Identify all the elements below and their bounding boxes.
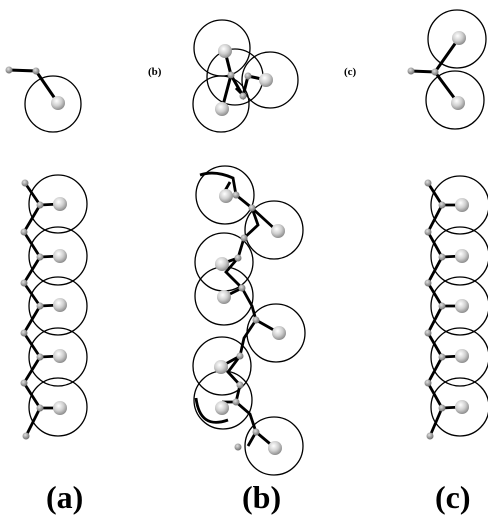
top-b-atom — [244, 72, 252, 80]
top-c-ring — [425, 70, 485, 130]
top-c-label: (c) — [344, 66, 357, 78]
top-c-atom — [407, 67, 415, 75]
chain-a-beads — [53, 197, 67, 415]
chain-b-backbone — [199, 171, 260, 447]
top-b-bead — [215, 102, 229, 116]
panel-c-label: (c) — [435, 479, 471, 515]
panel-b-label: (b) — [242, 479, 282, 515]
top-b-ring — [192, 75, 250, 133]
top-b-ring — [241, 51, 299, 109]
chain-c-backbone — [426, 182, 444, 437]
chain-c-ring — [430, 226, 488, 286]
chain-b — [192, 165, 306, 476]
chain-a — [20, 174, 88, 440]
chain-c-atoms — [424, 179, 446, 440]
chain-a-ring — [28, 377, 88, 437]
chain-c-ring — [430, 327, 488, 387]
chain-c-ring — [430, 377, 488, 437]
chain-c-beads — [455, 198, 469, 414]
chain-b-ring — [195, 165, 255, 225]
chain-a-ring — [28, 226, 88, 286]
top-a-atom — [32, 67, 40, 75]
chain-a-backbone — [22, 182, 42, 437]
top-b-label: (b) — [148, 66, 162, 78]
top-b-cluster — [192, 19, 299, 133]
top-a-bead — [51, 96, 65, 110]
chain-c-sidebonds — [441, 203, 463, 410]
chain-c-ring — [430, 276, 488, 336]
top-c-ring — [427, 9, 487, 69]
chain-b-backbone-2 — [194, 181, 280, 450]
top-b-atom — [227, 71, 235, 79]
top-a-monomer — [5, 66, 82, 133]
chain-a-ring — [28, 327, 88, 387]
top-c-bead — [452, 31, 466, 45]
chain-b-beads — [214, 189, 286, 455]
chain-a-atoms — [20, 179, 44, 440]
top-b-bead — [259, 73, 273, 87]
top-a-atom — [5, 66, 13, 74]
panel-a-label: (a) — [46, 479, 84, 515]
top-b-bead — [218, 44, 232, 58]
top-a-bond — [8, 68, 60, 104]
chain-a-sidebonds — [39, 202, 61, 410]
chain-b-ring — [192, 336, 252, 396]
top-c-bead — [451, 96, 465, 110]
chain-c-ring — [430, 175, 488, 235]
chain-a-ring — [28, 174, 88, 234]
chain-b-atoms — [232, 191, 260, 451]
top-b-atom — [239, 92, 247, 100]
top-a-ring — [24, 75, 82, 133]
chain-b-ring — [244, 416, 304, 476]
top-c-monomer — [407, 9, 487, 130]
chain-b-ring — [244, 200, 304, 260]
top-c-atom — [431, 68, 439, 76]
chain-a-ring — [28, 276, 88, 336]
chain-c — [424, 175, 488, 440]
